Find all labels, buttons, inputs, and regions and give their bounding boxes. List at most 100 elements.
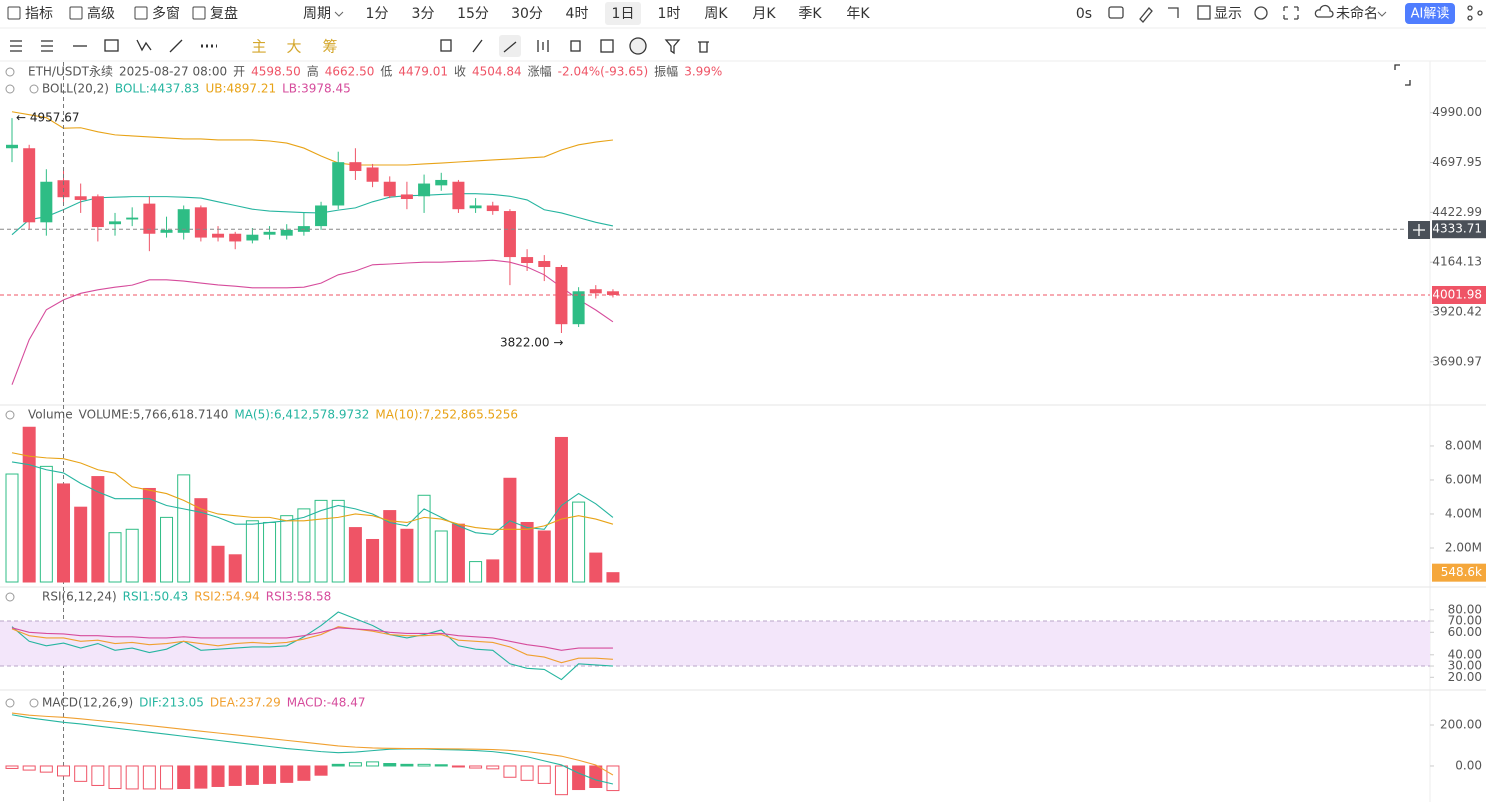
eye-icon[interactable] bbox=[5, 592, 15, 602]
share-icon[interactable] bbox=[1467, 5, 1473, 11]
tool-button[interactable]: 复盘 bbox=[210, 5, 238, 22]
macd-bar bbox=[366, 761, 380, 767]
tool-icon[interactable] bbox=[503, 41, 517, 53]
tool-button[interactable]: 指标 bbox=[25, 6, 53, 22]
tool-icon[interactable] bbox=[41, 40, 53, 52]
display-icon[interactable] bbox=[1197, 5, 1211, 20]
tool-icon[interactable] bbox=[134, 6, 148, 20]
candle-body bbox=[332, 162, 345, 206]
cloud-icon[interactable] bbox=[1314, 4, 1334, 18]
tool-icon[interactable] bbox=[169, 39, 183, 53]
indicator-shortcut[interactable]: 主 bbox=[251, 38, 266, 56]
indicator-shortcut[interactable]: 筹 bbox=[322, 38, 337, 56]
share-icon[interactable] bbox=[1477, 10, 1483, 16]
y-tick-label: 70.00 bbox=[1448, 614, 1482, 628]
eye-icon[interactable] bbox=[5, 67, 15, 77]
macd-bar bbox=[537, 765, 551, 784]
macd-bar bbox=[417, 763, 431, 767]
period-button[interactable]: 周K bbox=[704, 6, 728, 22]
candle-body bbox=[486, 205, 499, 212]
crop-icon[interactable] bbox=[1168, 7, 1179, 18]
share-icon[interactable] bbox=[1467, 15, 1473, 21]
macd-bar bbox=[348, 762, 362, 767]
volume-bar bbox=[142, 487, 156, 583]
tool-icon[interactable] bbox=[600, 39, 614, 53]
indicator-shortcut[interactable]: 大 bbox=[286, 38, 301, 56]
period-button[interactable]: 年K bbox=[846, 6, 870, 22]
tool-icon[interactable] bbox=[192, 6, 206, 20]
period-button[interactable]: 3分 bbox=[412, 6, 435, 22]
macd-bar bbox=[160, 765, 174, 790]
volume-bar bbox=[469, 561, 483, 583]
eye-icon[interactable] bbox=[5, 410, 15, 420]
candle-body bbox=[469, 205, 482, 209]
tool-button[interactable]: 高级 bbox=[87, 5, 115, 22]
top-icons[interactable] bbox=[1108, 4, 1483, 23]
volume-bar bbox=[160, 516, 174, 583]
timer[interactable]: 0s bbox=[1076, 6, 1092, 22]
macd-bar bbox=[520, 765, 534, 781]
fullscreen-icon[interactable] bbox=[1283, 6, 1299, 20]
tool-icon[interactable] bbox=[537, 40, 549, 52]
macd-bar bbox=[400, 763, 414, 767]
macd-bar bbox=[486, 765, 500, 770]
macd-bar bbox=[331, 763, 345, 767]
tool-icon[interactable] bbox=[570, 40, 581, 52]
y-tick-label: 30.00 bbox=[1448, 659, 1482, 673]
tool-active-bg bbox=[499, 35, 521, 57]
tool-icon[interactable] bbox=[698, 41, 709, 53]
volume-bar bbox=[245, 520, 259, 583]
volume-bar bbox=[5, 473, 19, 583]
macd-bar bbox=[211, 765, 225, 787]
eye-icon[interactable] bbox=[5, 698, 15, 708]
tool-icon[interactable] bbox=[10, 40, 22, 52]
tool-icon[interactable] bbox=[664, 39, 681, 55]
drawing-tools[interactable] bbox=[10, 35, 1411, 86]
ai-button[interactable] bbox=[1405, 3, 1455, 24]
volume-bar bbox=[451, 523, 465, 583]
indicator-line bbox=[11, 259, 614, 385]
period-button[interactable]: 4时 bbox=[566, 6, 589, 22]
eye-icon[interactable] bbox=[29, 698, 39, 708]
tool-icon[interactable] bbox=[440, 39, 452, 52]
tool-icon[interactable] bbox=[69, 6, 83, 20]
macd-bar bbox=[383, 763, 397, 767]
volume-bar bbox=[434, 530, 448, 583]
eye-icon[interactable] bbox=[5, 84, 15, 94]
period-button[interactable]: 1日 bbox=[612, 6, 635, 22]
macd-bar bbox=[280, 765, 294, 783]
period-button[interactable]: 1分 bbox=[366, 6, 389, 22]
period-menu[interactable]: 周期 bbox=[303, 6, 331, 22]
candle-body bbox=[418, 183, 431, 197]
volume-bar bbox=[22, 426, 36, 583]
y-tick-label: 2.00M bbox=[1445, 540, 1482, 554]
expand-icon[interactable] bbox=[1394, 64, 1411, 86]
pen-icon[interactable] bbox=[1139, 7, 1153, 23]
tool-icon[interactable] bbox=[7, 6, 21, 20]
tool-icon[interactable] bbox=[104, 39, 119, 52]
legend-entry: MA(5):6,412,578.9732 bbox=[234, 408, 369, 422]
period-button[interactable]: 月K bbox=[752, 6, 776, 22]
price-tag bbox=[1432, 285, 1486, 304]
tool-icon[interactable] bbox=[629, 37, 647, 55]
legend-entry: RSI1:50.43 bbox=[123, 590, 189, 604]
period-button[interactable]: 30分 bbox=[511, 6, 543, 22]
period-button[interactable]: 季K bbox=[798, 6, 822, 22]
camera-icon[interactable] bbox=[1108, 6, 1124, 19]
tool-icon[interactable] bbox=[472, 39, 483, 53]
macd-bar bbox=[451, 765, 465, 768]
settings-icon[interactable] bbox=[1254, 6, 1268, 20]
legend-entry: BOLL:4437.83 bbox=[115, 82, 200, 96]
tool-icon[interactable] bbox=[136, 39, 152, 52]
y-tick-label: 8.00M bbox=[1445, 438, 1482, 452]
period-button[interactable]: 15分 bbox=[457, 6, 489, 22]
volume-bar bbox=[537, 530, 551, 583]
display-button[interactable]: 显示 bbox=[1214, 6, 1242, 22]
tool-button[interactable]: 多窗 bbox=[152, 5, 180, 22]
layout-name[interactable]: 未命名 bbox=[1336, 5, 1378, 22]
period-button[interactable]: 1时 bbox=[658, 6, 681, 22]
ai-label[interactable]: AI解读 bbox=[1411, 7, 1450, 22]
eye-icon[interactable] bbox=[29, 84, 39, 94]
macd-bar bbox=[57, 765, 71, 777]
